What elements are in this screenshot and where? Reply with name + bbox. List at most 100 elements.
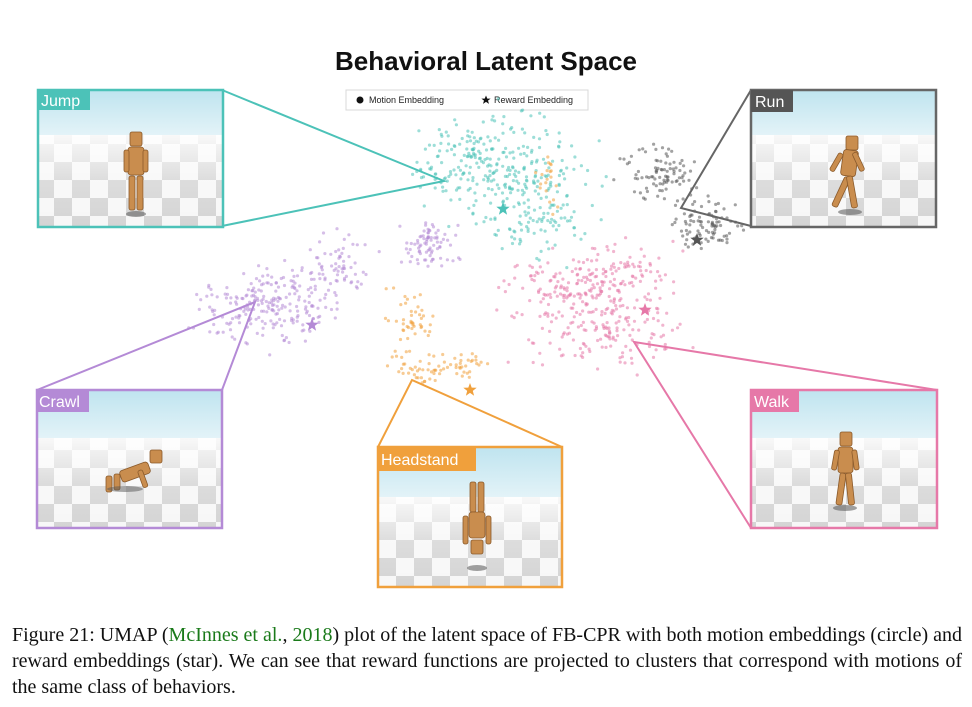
- motion-embedding-point: [526, 227, 530, 231]
- motion-embedding-point: [307, 294, 311, 298]
- motion-embedding-point: [415, 369, 420, 373]
- motion-embedding-point: [664, 187, 668, 191]
- motion-embedding-point: [267, 306, 271, 310]
- motion-embedding-point: [662, 197, 667, 201]
- motion-embedding-point: [522, 191, 526, 195]
- motion-embedding-point: [229, 296, 233, 300]
- motion-embedding-point: [519, 228, 524, 232]
- motion-embedding-point: [526, 145, 530, 149]
- motion-embedding-point: [537, 217, 541, 221]
- motion-embedding-point: [207, 285, 211, 289]
- motion-embedding-point: [342, 264, 346, 268]
- motion-embedding-point: [511, 166, 515, 170]
- motion-embedding-point: [655, 306, 659, 310]
- motion-embedding-point: [687, 178, 691, 182]
- motion-embedding-point: [584, 302, 588, 306]
- motion-embedding-point: [271, 326, 275, 330]
- motion-embedding-point: [594, 296, 598, 300]
- humanoid-figure: [462, 481, 492, 555]
- motion-embedding-point: [291, 284, 295, 288]
- motion-embedding-point: [512, 205, 516, 209]
- motion-embedding-point: [612, 297, 617, 301]
- motion-embedding-point: [681, 197, 685, 201]
- motion-embedding-point: [638, 191, 643, 195]
- motion-embedding-point: [570, 144, 574, 148]
- motion-embedding-point: [627, 323, 631, 327]
- motion-embedding-point: [199, 298, 203, 302]
- motion-embedding-point: [539, 249, 543, 253]
- motion-embedding-point: [719, 223, 723, 228]
- motion-embedding-point: [638, 279, 643, 283]
- motion-embedding-point: [274, 289, 278, 293]
- motion-embedding-point: [710, 220, 715, 224]
- motion-embedding-point: [600, 345, 604, 349]
- motion-embedding-point: [296, 309, 300, 313]
- motion-embedding-point: [685, 232, 690, 236]
- motion-embedding-point: [505, 174, 509, 179]
- motion-embedding-point: [473, 153, 477, 157]
- motion-embedding-point: [493, 119, 497, 123]
- motion-embedding-point: [556, 205, 560, 209]
- motion-embedding-point: [303, 339, 307, 343]
- motion-embedding-point: [572, 294, 576, 298]
- motion-embedding-point: [550, 217, 554, 221]
- motion-embedding-point: [640, 176, 644, 180]
- motion-embedding-point: [437, 128, 441, 132]
- motion-embedding-point: [313, 287, 317, 292]
- motion-embedding-point: [439, 256, 443, 260]
- motion-embedding-point: [488, 157, 492, 161]
- motion-embedding-point: [697, 232, 701, 236]
- motion-embedding-point: [585, 258, 590, 262]
- motion-embedding-point: [401, 318, 406, 322]
- motion-embedding-point: [643, 150, 648, 154]
- motion-embedding-point: [195, 292, 199, 297]
- motion-embedding-point: [284, 336, 288, 340]
- motion-embedding-point: [309, 277, 314, 281]
- motion-embedding-point: [591, 296, 595, 300]
- motion-embedding-point: [475, 362, 479, 366]
- motion-embedding-point: [615, 326, 619, 330]
- motion-embedding-point: [696, 229, 700, 233]
- citation-author-link[interactable]: McInnes et al.: [168, 624, 283, 646]
- motion-embedding-point: [714, 202, 718, 206]
- motion-embedding-point: [651, 355, 656, 359]
- motion-embedding-point: [488, 169, 492, 173]
- motion-embedding-point: [509, 127, 513, 131]
- motion-embedding-point: [699, 220, 704, 224]
- motion-embedding-point: [706, 194, 710, 198]
- motion-embedding-point: [678, 161, 682, 165]
- motion-embedding-point: [526, 220, 531, 224]
- legend-star-marker: [481, 95, 491, 104]
- motion-embedding-point: [623, 262, 627, 266]
- motion-embedding-point: [253, 290, 257, 294]
- motion-embedding-point: [384, 287, 388, 291]
- motion-embedding-point: [510, 235, 514, 239]
- motion-embedding-point: [458, 186, 462, 190]
- motion-embedding-point: [520, 313, 524, 317]
- motion-embedding-point: [284, 295, 288, 299]
- motion-embedding-point: [205, 294, 209, 298]
- motion-embedding-point: [575, 281, 580, 285]
- motion-embedding-point: [535, 256, 539, 261]
- motion-embedding-point: [253, 295, 257, 299]
- motion-embedding-point: [277, 308, 281, 312]
- motion-embedding-point: [621, 351, 625, 355]
- motion-embedding-point: [411, 172, 415, 176]
- citation-year-link[interactable]: 2018: [292, 624, 333, 646]
- motion-embedding-point: [446, 134, 450, 138]
- motion-embedding-point: [548, 220, 553, 225]
- motion-embedding-point: [658, 182, 662, 186]
- motion-embedding-point: [471, 211, 475, 215]
- motion-embedding-point: [592, 286, 596, 290]
- motion-embedding-point: [334, 249, 338, 254]
- motion-embedding-point: [527, 205, 531, 209]
- motion-embedding-point: [488, 139, 492, 143]
- headstand-label: Headstand: [381, 452, 458, 469]
- motion-embedding-point: [324, 292, 328, 297]
- motion-embedding-point: [601, 283, 605, 287]
- motion-embedding-point: [617, 319, 621, 323]
- motion-embedding-point: [400, 367, 404, 371]
- motion-embedding-point: [534, 171, 538, 175]
- motion-embedding-point: [288, 292, 292, 296]
- motion-embedding-point: [454, 365, 458, 370]
